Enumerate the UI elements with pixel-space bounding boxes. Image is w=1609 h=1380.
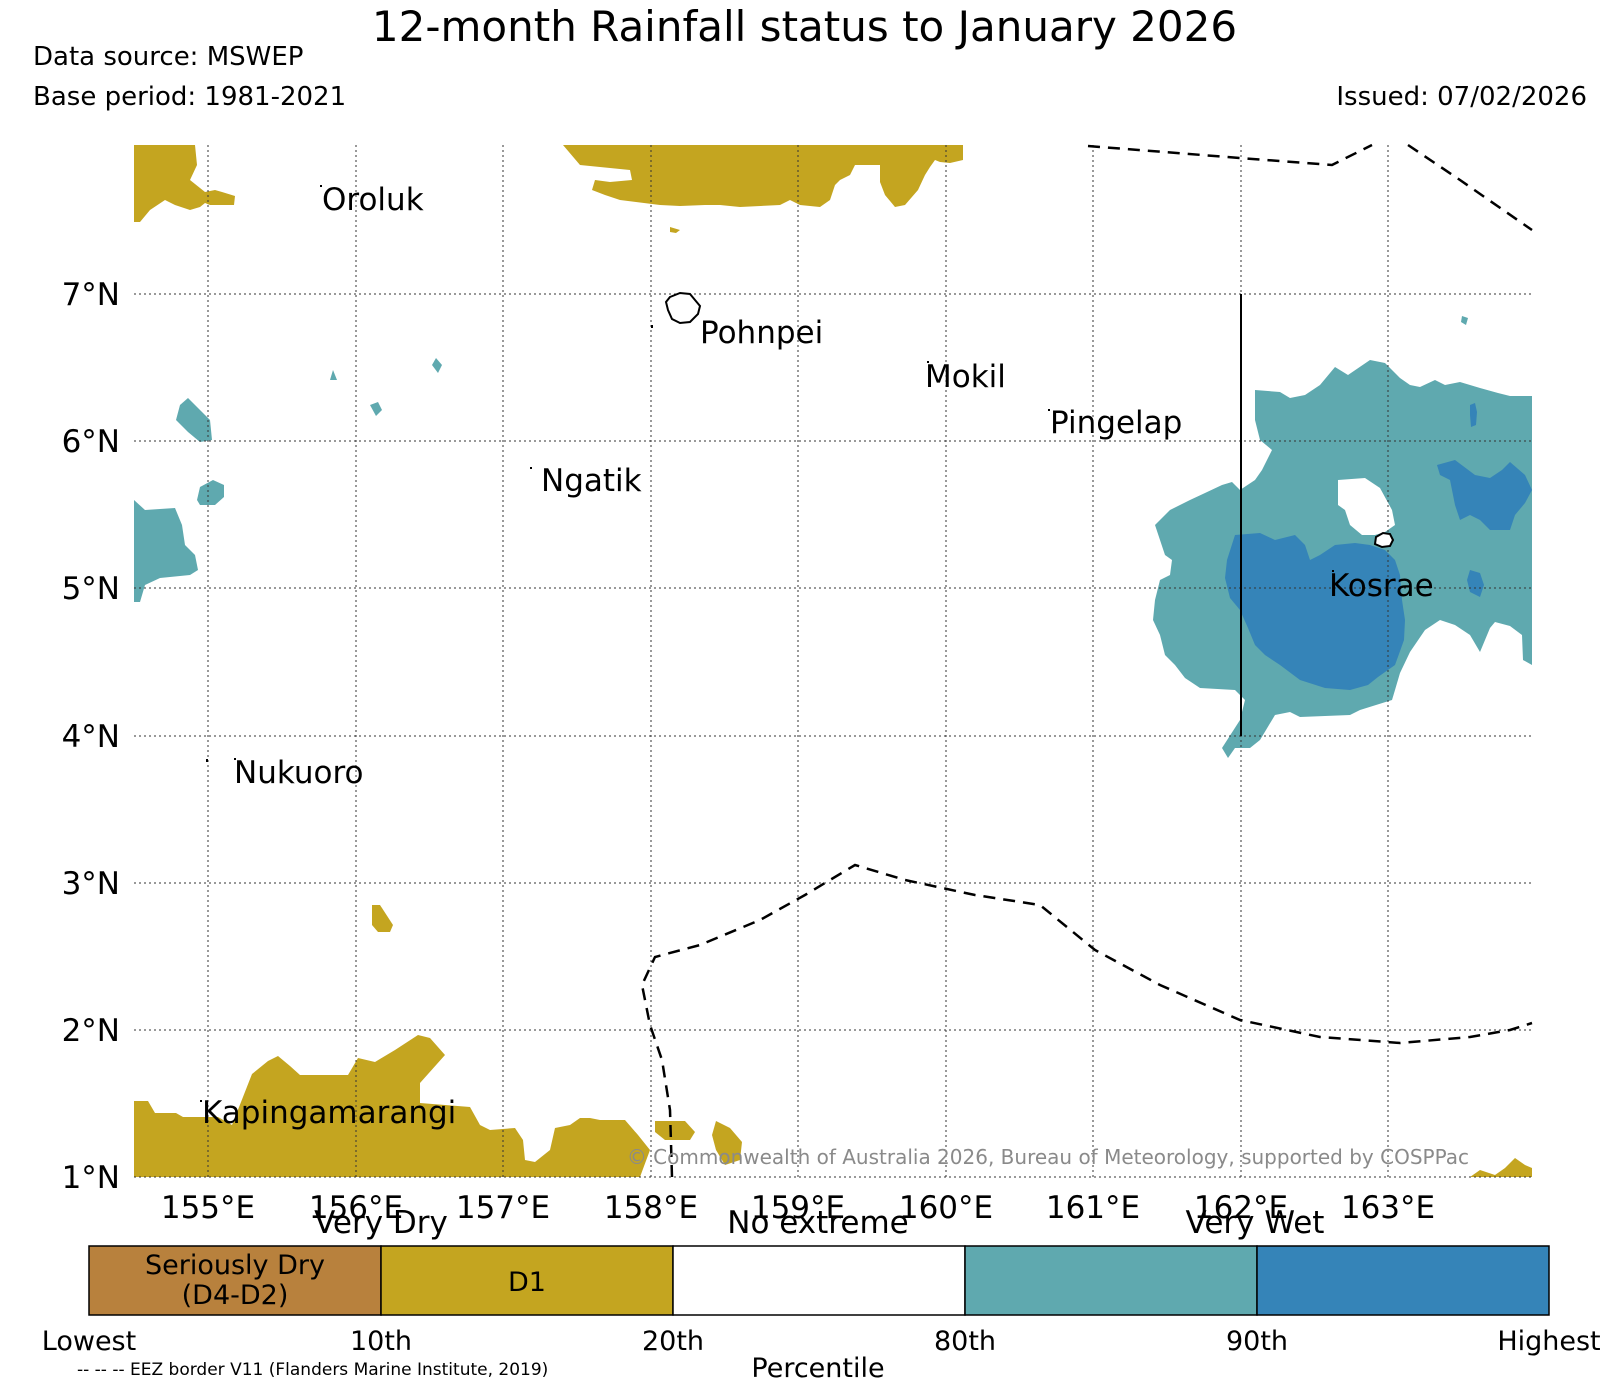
lon-label-161e: 161°E — [1046, 1190, 1140, 1226]
very-wet-region-east — [1437, 460, 1532, 530]
wet-speck-1 — [330, 370, 337, 380]
legend-label-seriously-dry-2: (D4-D2) — [182, 1280, 289, 1311]
legend-box-no-extreme — [672, 1245, 966, 1316]
place-oroluk: Oroluk — [322, 182, 424, 218]
eez-note: -- -- -- EEZ border V11 (Flanders Marine… — [77, 1360, 548, 1380]
legend-label-d1: D1 — [508, 1267, 546, 1298]
legend-categories: Very Dry No extreme Very Wet — [314, 1205, 1324, 1241]
lat-label-7n: 7°N — [62, 277, 120, 313]
tick-highest: Highest — [1497, 1326, 1600, 1357]
legend-box-d1 — [380, 1245, 674, 1316]
lon-label-157e: 157°E — [456, 1190, 550, 1226]
wet-speck-2 — [370, 402, 382, 416]
lon-label-159e: 159°E — [751, 1190, 845, 1226]
very-wet-speck-1 — [1467, 570, 1484, 597]
eez-borders — [640, 143, 1533, 1178]
latitude-labels: 7°N 6°N 5°N 4°N 3°N 2°N 1°N — [62, 277, 120, 1196]
d1-region-isolated — [372, 905, 393, 932]
tick-20th: 20th — [642, 1326, 704, 1357]
base-period: Base period: 1981-2021 — [33, 82, 347, 112]
tick-10th: 10th — [350, 1326, 412, 1357]
d1-region-northwest — [134, 145, 235, 222]
legend-label-seriously-dry-1: Seriously Dry — [145, 1250, 325, 1281]
d1-region-south-small2 — [712, 1121, 742, 1165]
lat-label-2n: 2°N — [62, 1013, 120, 1049]
legend-box-labels: Seriously Dry (D4-D2) D1 — [145, 1250, 546, 1311]
category-very-wet: Very Wet — [1186, 1205, 1325, 1241]
grid-lines — [134, 145, 1532, 1178]
issued-date: Issued: 07/02/2026 — [1336, 82, 1587, 112]
category-no-extreme: No extreme — [727, 1205, 908, 1241]
d1-region-southeast — [1470, 1158, 1532, 1177]
data-source: Data source: MSWEP — [33, 42, 304, 72]
legend-ticks: Lowest 10th 20th 80th 90th Highest — [42, 1326, 1601, 1357]
rainfall-shading — [134, 145, 1532, 1177]
lat-label-4n: 4°N — [62, 719, 120, 755]
island-markers — [200, 185, 1334, 1102]
very-wet-speck-2 — [1470, 403, 1477, 427]
tick-lowest: Lowest — [42, 1326, 136, 1357]
wet-region-west-2 — [176, 398, 212, 442]
category-very-dry: Very Dry — [314, 1205, 448, 1241]
wet-region-west — [134, 500, 198, 602]
wet-speck-3 — [432, 358, 442, 373]
d1-region-north — [563, 145, 963, 207]
tick-80th: 80th — [934, 1326, 996, 1357]
wet-region-west-3 — [197, 480, 224, 505]
lat-label-6n: 6°N — [62, 424, 120, 460]
tick-90th: 90th — [1226, 1326, 1288, 1357]
place-labels: Oroluk Pohnpei Mokil Pingelap Ngatik Kos… — [202, 182, 1434, 1131]
lon-label-160e: 160°E — [899, 1190, 993, 1226]
legend-box-wet — [964, 1245, 1258, 1316]
lon-label-156e: 156°E — [309, 1190, 403, 1226]
pohnpei-island-outline — [664, 291, 702, 325]
lon-label-163e: 163°E — [1341, 1190, 1435, 1226]
lon-label-158e: 158°E — [604, 1190, 698, 1226]
lat-label-3n: 3°N — [62, 866, 120, 902]
place-nukuoro: Nukuoro — [234, 755, 363, 791]
map-title: 12-month Rainfall status to January 2026 — [371, 2, 1238, 51]
place-ngatik: Ngatik — [541, 463, 642, 499]
d1-region-south — [134, 1035, 650, 1177]
legend-colorbar — [88, 1245, 1550, 1316]
lon-label-162e: 162°E — [1194, 1190, 1288, 1226]
place-pingelap: Pingelap — [1050, 405, 1182, 441]
copyright-note: © Commonwealth of Australia 2026, Bureau… — [627, 1145, 1469, 1169]
place-pohnpei: Pohnpei — [700, 315, 823, 351]
lat-label-1n: 1°N — [62, 1160, 120, 1196]
lat-label-5n: 5°N — [62, 571, 120, 607]
place-mokil: Mokil — [925, 359, 1006, 395]
longitude-labels: 155°E 156°E 157°E 158°E 159°E 160°E 161°… — [161, 1190, 1435, 1226]
lon-label-155e: 155°E — [161, 1190, 255, 1226]
legend-box-very-wet — [1256, 1245, 1550, 1316]
very-wet-region-kosrae — [1225, 533, 1405, 690]
kosrae-island-outline — [1373, 531, 1395, 549]
legend-axis-title: Percentile — [751, 1353, 884, 1380]
d1-region-south-small — [655, 1121, 695, 1140]
wet-speck-4 — [1461, 316, 1468, 325]
place-kosrae: Kosrae — [1329, 568, 1434, 604]
place-kapingamarangi: Kapingamarangi — [202, 1095, 456, 1131]
d1-speck — [670, 227, 680, 233]
